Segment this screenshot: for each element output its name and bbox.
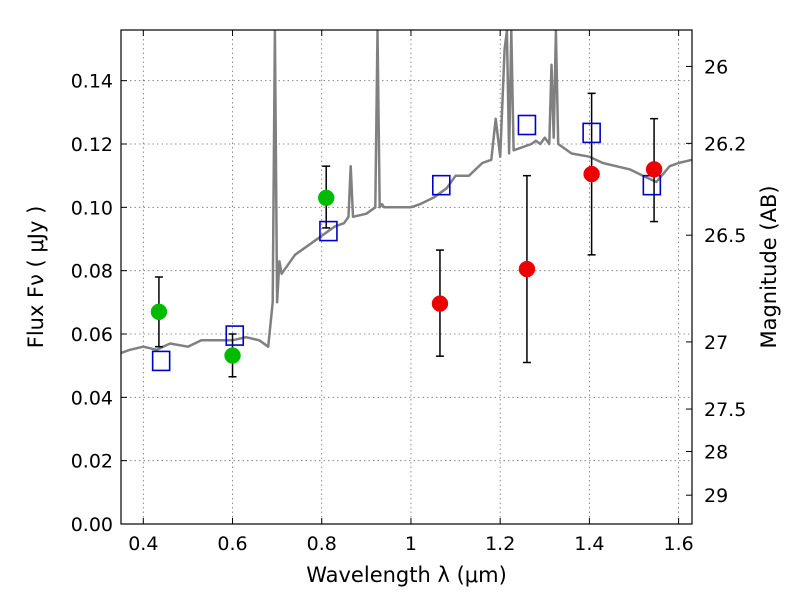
right-tick-label: 28 bbox=[704, 441, 728, 463]
observed-flux-point bbox=[150, 303, 168, 321]
axis-ticks: 0.4 0.6 0.8 1 1.2 1.4 1.6 0.00 0.02 0.04 0.06 0.08 0… bbox=[71, 30, 746, 555]
observed-flux-point bbox=[224, 347, 241, 364]
right-tick-label: 27 bbox=[704, 332, 728, 354]
x-tick-label: 0.6 bbox=[217, 533, 247, 555]
plot-frame bbox=[120, 29, 693, 525]
x-tick-label: 0.8 bbox=[307, 533, 337, 555]
observed-flux-point bbox=[583, 165, 600, 183]
model-photometry-square bbox=[319, 220, 338, 242]
model-photometry-square bbox=[431, 174, 451, 196]
right-tick-label: 26.2 bbox=[704, 133, 746, 155]
y-tick-label: 0.08 bbox=[71, 261, 113, 283]
y-tick-label: 0.00 bbox=[71, 514, 113, 536]
grid-lines bbox=[121, 30, 692, 525]
y-tick-label: 0.14 bbox=[71, 71, 113, 93]
right-tick-label: 26 bbox=[704, 56, 728, 78]
right-axis-label: Magnitude (AB) bbox=[757, 185, 781, 348]
right-tick-label: 26.5 bbox=[704, 225, 746, 247]
y-tick-label: 0.06 bbox=[71, 324, 113, 346]
y-axis-label: Flux Fν ( μJy ) bbox=[24, 206, 48, 349]
x-tick-label: 0.4 bbox=[128, 533, 158, 555]
x-tick-label: 1.2 bbox=[485, 533, 515, 555]
right-tick-label: 27.5 bbox=[704, 399, 746, 421]
model-photometry-square bbox=[225, 325, 245, 346]
model-photometry-square bbox=[151, 350, 171, 372]
right-tick-label: 29 bbox=[704, 485, 728, 507]
model-photometry-square bbox=[517, 114, 537, 136]
y-tick-label: 0.02 bbox=[71, 451, 113, 473]
observed-flux-point bbox=[645, 161, 663, 178]
model-photometry-square bbox=[582, 122, 601, 144]
y-tick-label: 0.04 bbox=[71, 387, 113, 409]
x-tick-label: 1 bbox=[405, 533, 417, 555]
observed-flux-point bbox=[518, 260, 536, 278]
observed-flux-point bbox=[317, 189, 335, 207]
x-tick-label: 1.4 bbox=[574, 533, 604, 555]
y-tick-label: 0.12 bbox=[71, 134, 113, 156]
model-spectrum-line bbox=[120, 29, 693, 355]
x-axis-label: Wavelength λ (μm) bbox=[306, 563, 507, 587]
x-tick-label: 1.6 bbox=[664, 533, 694, 555]
plot-data bbox=[120, 29, 693, 378]
y-tick-label: 0.10 bbox=[71, 197, 113, 219]
observed-flux-point bbox=[431, 295, 449, 312]
